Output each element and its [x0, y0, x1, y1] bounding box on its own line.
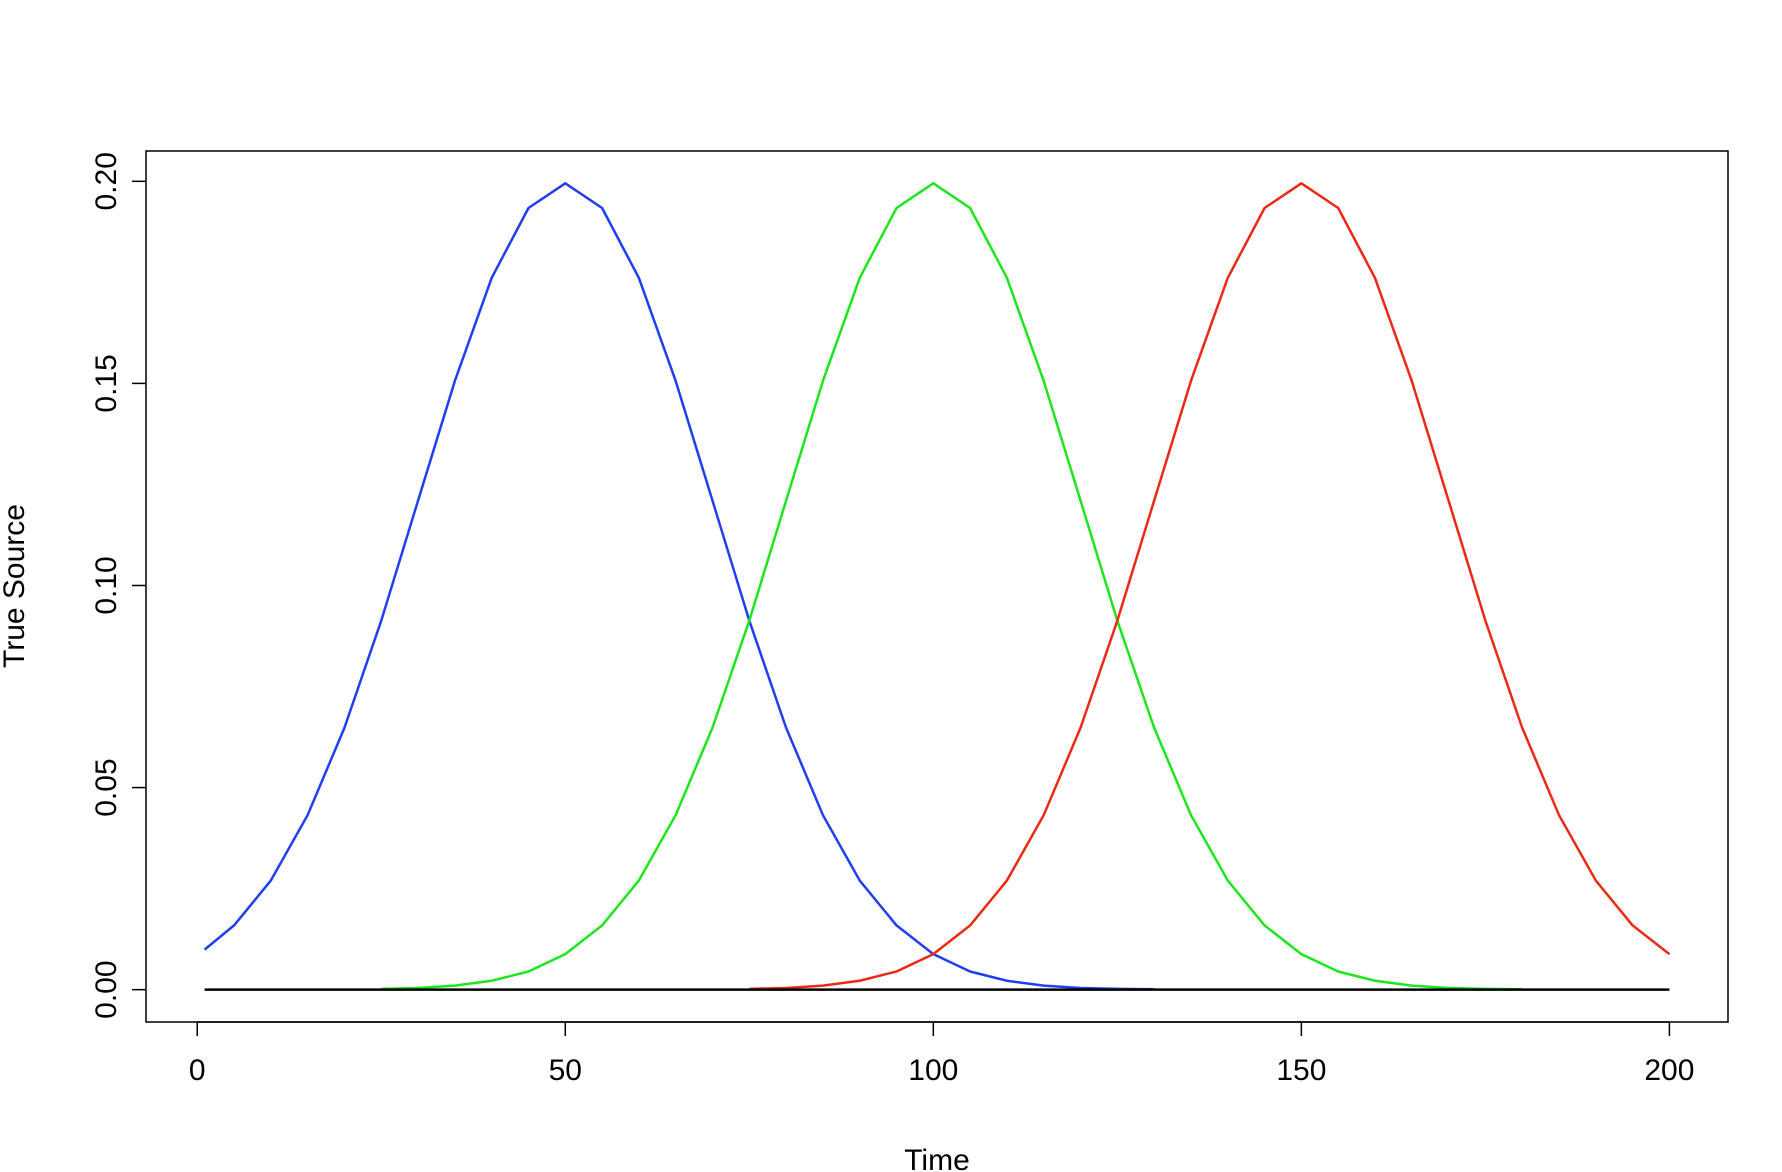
x-tick-label: 150	[1276, 1054, 1326, 1087]
y-tick-label: 0.10	[90, 556, 123, 614]
y-tick-label: 0.05	[90, 758, 123, 816]
x-tick-label: 0	[189, 1054, 206, 1087]
y-tick-label: 0.00	[90, 960, 123, 1018]
line-series	[203, 182, 1155, 991]
y-axis-label: True Source	[0, 504, 31, 668]
x-tick-label: 100	[908, 1054, 958, 1087]
plot-frame	[145, 150, 1729, 1023]
x-axis-label: Time	[904, 1144, 970, 1172]
line-series	[381, 182, 1523, 991]
line-series	[749, 182, 1671, 991]
x-tick-label: 50	[549, 1054, 582, 1087]
y-tick-label: 0.15	[90, 354, 123, 412]
y-tick-label: 0.20	[90, 152, 123, 210]
x-tick-label: 200	[1644, 1054, 1694, 1087]
